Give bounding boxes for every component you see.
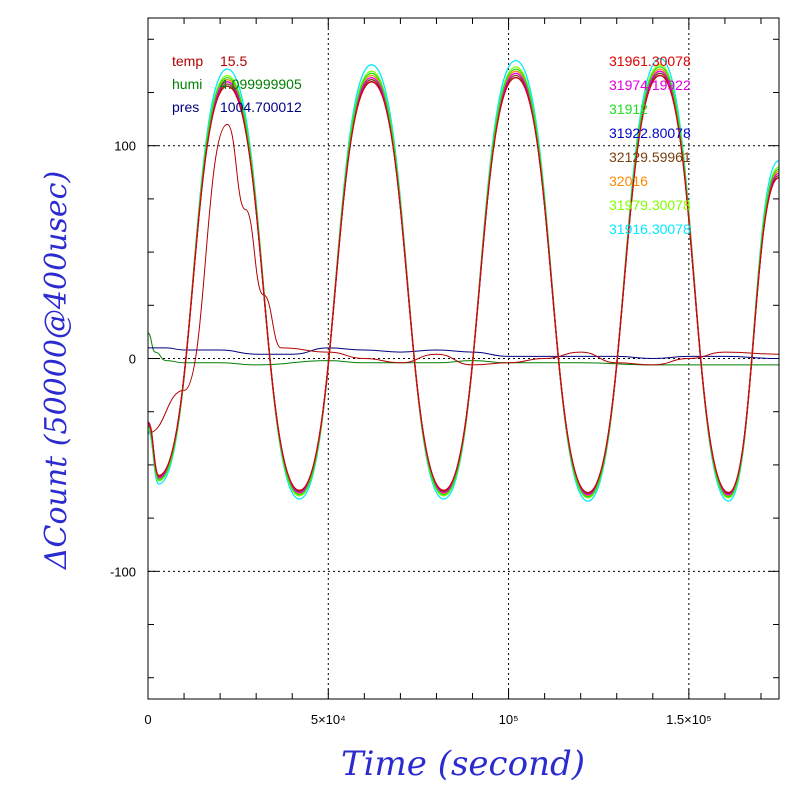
legend-left-label: humi [172,76,202,92]
legend-right-entry: 31974.19922 [609,77,691,93]
legend-left-label: temp [172,53,203,69]
axis-ticks [148,18,779,699]
y-tick-label: 0 [129,352,136,367]
legend-right-entry: 32016 [609,173,648,189]
y-axis-title: ΔCount (50000@400usec) [39,171,74,570]
legend-right-entry: 31912 [609,101,648,117]
temp-series-line [148,123,779,434]
series-lines [148,57,779,502]
count-series-line-0 [148,74,779,494]
legend: temp 15.5 humi 4.099999905 pres 1004.700012 31… [172,53,691,237]
legend-right-entry: 31961.30078 [609,53,691,69]
legend-left-value: 4.099999905 [220,76,302,92]
legend-right-entry: 31979.30078 [609,197,691,213]
x-axis-title: Time (second) [341,744,585,784]
humi-series-line [148,332,779,366]
x-tick-label: 10⁵ [499,712,519,727]
legend-left-value: 1004.700012 [220,99,302,115]
legend-left-label: pres [172,99,199,115]
legend-right-entry: 31916.30078 [609,221,691,237]
plot-frame [147,17,780,700]
legend-left-value: 15.5 [220,53,247,69]
x-tick-label: 0 [144,712,151,727]
pres-series-line [148,347,779,360]
legend-right-entry: 31922.80078 [609,125,691,141]
legend-right-entry: 32129.59961 [609,149,691,165]
y-tick-label: 100 [114,139,136,154]
tick-labels: 0 5×10⁴ 10⁵ 1.5×10⁵ 100 0 -100 [110,139,712,727]
y-tick-label: -100 [110,564,136,579]
x-tick-label: 1.5×10⁵ [666,712,712,727]
x-tick-label: 5×10⁴ [311,712,346,727]
